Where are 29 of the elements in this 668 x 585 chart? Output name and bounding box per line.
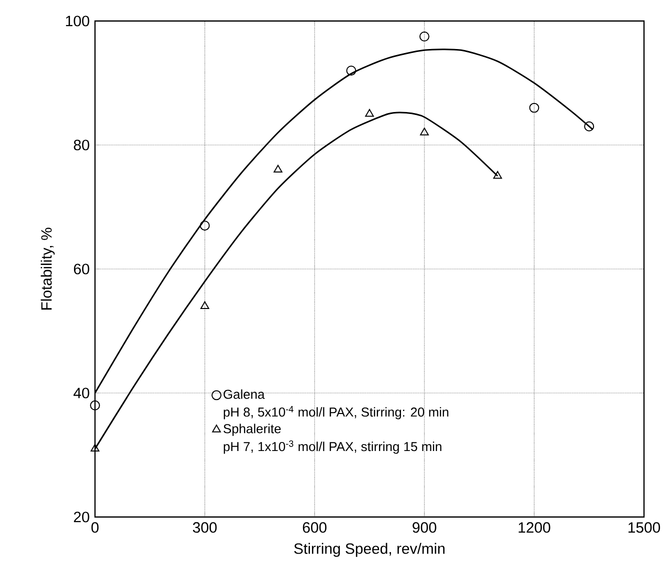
point <box>419 32 430 42</box>
point <box>529 102 540 113</box>
x-tick-label: 1500 <box>628 522 660 533</box>
point <box>420 128 429 136</box>
x-tick-label: 300 <box>192 522 217 533</box>
point <box>493 171 502 179</box>
y-axis-title: Flotability, % <box>40 228 55 310</box>
point <box>274 164 282 173</box>
point <box>584 121 594 132</box>
x-axis-title: Stirring Speed, rev/min <box>294 542 445 557</box>
annotation: pH 8, 5x10$^{-4}$ mol/l PAX, Stirring: 20 min <box>224 406 448 420</box>
legend-label: Sphalerite <box>224 424 281 436</box>
point <box>365 109 374 117</box>
x-tick-label: 0 <box>91 522 99 533</box>
x-tick-label: 1200 <box>518 522 550 533</box>
y-tick-label: 100 <box>66 16 90 26</box>
x-tick-label: 900 <box>412 522 436 533</box>
point <box>90 444 100 452</box>
y-tick-label: 20 <box>74 512 90 522</box>
annotation: pH 7, 1x10$^{-3}$ mol/l PAX, stirring 15 min <box>224 440 442 454</box>
y-tick-label: 40 <box>74 388 90 398</box>
x-tick-label: 600 <box>302 522 326 533</box>
y-tick-label: 60 <box>74 264 90 274</box>
y-tick-label: 80 <box>74 140 90 150</box>
legend-label: Galena <box>224 389 265 399</box>
point <box>200 301 210 309</box>
point <box>90 400 100 410</box>
point <box>346 66 356 76</box>
point <box>200 220 210 231</box>
